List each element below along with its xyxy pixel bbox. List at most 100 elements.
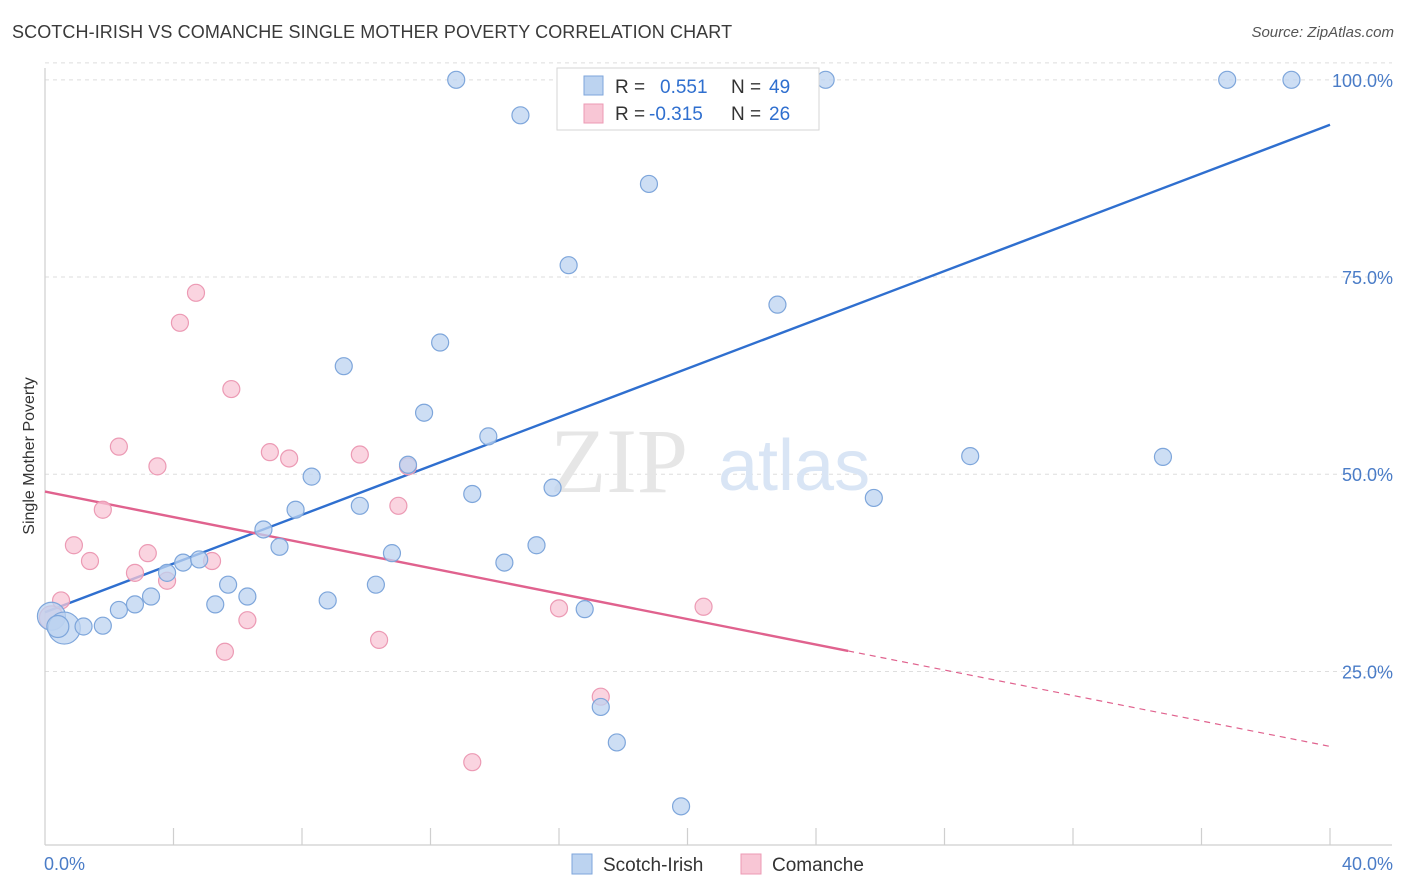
comanche-point xyxy=(280,449,299,468)
scotch-irish-point xyxy=(238,587,257,606)
scotch-irish-point xyxy=(219,575,238,594)
scotch-irish-point xyxy=(302,467,321,486)
scotch-irish-point xyxy=(961,447,980,466)
comanche-point xyxy=(138,544,157,563)
scotch-irish-point xyxy=(495,553,514,572)
watermark-zip: ZIP xyxy=(550,410,688,512)
legend-n-value-1: 49 xyxy=(769,77,790,98)
legend-n-label-2: N = xyxy=(731,104,761,125)
scotch-irish-point xyxy=(527,536,546,555)
scotch-irish-point xyxy=(431,333,450,352)
scotch-irish-point xyxy=(1153,447,1173,466)
scotch-irish-point xyxy=(93,616,112,635)
scotch-irish-point xyxy=(141,587,161,606)
y-axis-label: Single Mother Poverty xyxy=(21,377,38,534)
y-tick-label: 25.0% xyxy=(1342,662,1393,682)
scotch-irish-point xyxy=(414,403,434,422)
legend-r-value-2: -0.315 xyxy=(649,104,703,125)
scotch-irish-point xyxy=(463,484,482,504)
comanche-point xyxy=(215,642,234,661)
legend-r-value-1: 0.551 xyxy=(660,77,708,98)
source-label: Source: ZipAtlas.com xyxy=(1251,24,1394,41)
x-ticks xyxy=(172,828,1331,845)
scotch-irish-point xyxy=(575,600,594,619)
trend-line-comanche-extrapolated xyxy=(848,650,1331,747)
y-tick-label: 100.0% xyxy=(1332,71,1393,91)
comanche-point xyxy=(260,443,279,462)
watermark-atlas: atlas xyxy=(718,426,870,506)
comanche-point xyxy=(694,597,713,616)
legend-n-value-2: 26 xyxy=(769,104,790,125)
scotch-irish-point xyxy=(398,455,418,474)
legend-r-label-1: R = xyxy=(615,77,645,98)
scotch-irish-point xyxy=(479,427,498,446)
bottom-legend-label-blue: Scotch-Irish xyxy=(603,855,703,876)
scotch-irish-point xyxy=(1218,70,1237,89)
comanche-point xyxy=(170,313,190,332)
scotch-irish-point xyxy=(816,70,835,89)
chart-title: SCOTCH-IRISH VS COMANCHE SINGLE MOTHER P… xyxy=(12,22,733,42)
x-tick-label-max: 40.0% xyxy=(1342,854,1393,874)
scotch-irish-point xyxy=(125,595,145,614)
legend-n-label-1: N = xyxy=(731,77,761,98)
bottom-legend-swatch-pink xyxy=(740,853,762,875)
y-tick-label: 50.0% xyxy=(1342,465,1393,485)
comanche-point xyxy=(186,283,206,302)
axes xyxy=(44,68,1392,846)
scotch-irish-point xyxy=(254,520,273,539)
comanche-point xyxy=(350,445,369,464)
scotch-irish-point xyxy=(511,106,530,125)
y-tick-label: 75.0% xyxy=(1342,268,1393,288)
x-tick-label-min: 0.0% xyxy=(44,854,85,874)
y-tick-labels: 25.0% 50.0% 75.0% 100.0% xyxy=(1332,71,1393,683)
comanche-point xyxy=(80,551,100,571)
scotch-irish-point xyxy=(174,553,193,572)
comanche-point xyxy=(125,563,145,582)
scotch-irish-point xyxy=(366,575,385,594)
scotch-irish-point xyxy=(768,295,787,314)
scotch-irish-point xyxy=(46,614,70,639)
bottom-legend-label-pink: Comanche xyxy=(772,855,864,876)
scotch-irish-point xyxy=(286,500,305,519)
scotch-irish-point xyxy=(559,256,578,275)
scotch-irish-point xyxy=(334,357,353,376)
scotch-irish-point xyxy=(591,697,610,717)
comanche-point xyxy=(109,437,128,456)
scotch-irish-point xyxy=(864,488,883,508)
scotch-irish-point xyxy=(190,550,209,569)
comanche-point xyxy=(463,753,482,772)
scotch-irish-point xyxy=(607,733,626,752)
watermark: ZIP atlas xyxy=(550,410,870,512)
bottom-legend: Scotch-Irish Comanche xyxy=(571,853,864,876)
scotch-irish-point xyxy=(350,496,369,515)
comanche-point xyxy=(238,611,257,630)
scotch-irish-point xyxy=(382,544,402,563)
scotch-irish-point xyxy=(1282,70,1301,89)
scotch-irish-point xyxy=(543,478,562,497)
legend: R = 0.551 N = 49 R = -0.315 N = 26 xyxy=(556,67,820,131)
scotch-irish-point xyxy=(270,537,289,556)
comanche-point xyxy=(148,457,167,476)
scotch-irish-point xyxy=(74,617,93,636)
comanche-point xyxy=(64,536,84,555)
comanche-point xyxy=(222,379,241,399)
legend-r-label-2: R = xyxy=(615,104,645,125)
comanche-point xyxy=(93,500,112,519)
scotch-irish-point xyxy=(318,591,337,610)
scotch-irish-point xyxy=(109,600,128,620)
scotch-irish-point xyxy=(157,563,177,582)
comanche-point xyxy=(389,496,408,515)
data-points xyxy=(36,70,1301,816)
scotch-irish-point xyxy=(671,797,691,816)
scotch-irish-point xyxy=(447,70,466,89)
trend-line-comanche xyxy=(44,490,849,653)
legend-swatch-blue xyxy=(583,75,604,96)
scotch-irish-point xyxy=(206,595,225,614)
grid-lines xyxy=(45,62,1392,672)
bottom-legend-swatch-blue xyxy=(571,853,593,875)
trend-line-scotch-irish xyxy=(44,123,1331,614)
comanche-point xyxy=(370,630,389,650)
comanche-point xyxy=(549,599,569,618)
scotch-irish-point xyxy=(639,174,659,194)
